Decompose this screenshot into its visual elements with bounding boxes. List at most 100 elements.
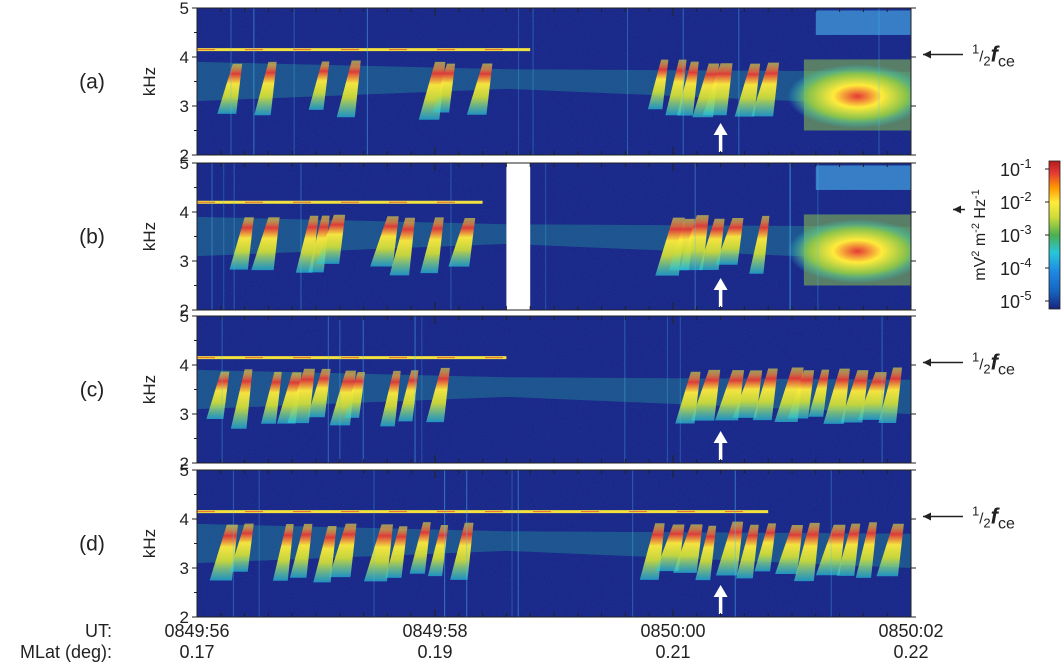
chorus-element [448,218,476,267]
y-axis-label: kHz [140,222,159,251]
ut-tick-label: 0850:00 [640,621,705,641]
colorbar-tick-label: 10-3 [1000,222,1032,246]
chorus-element [857,372,887,420]
chorus-element [206,371,230,420]
chorus-element [426,367,450,423]
chorus-element [363,524,394,582]
chorus-element [647,59,669,110]
chorus-element [409,522,431,574]
chorus-element [876,523,904,577]
chorus-element [329,523,357,578]
mlat-tick-label: 0.21 [655,642,690,662]
chorus-element [260,371,282,424]
panel-b: 2 3 4 5 kHz (b) [79,154,965,320]
chorus-element [775,524,804,575]
chorus-element [380,370,401,427]
chorus-element [272,523,294,581]
panel-label: (c) [80,379,105,402]
fce-annotation: 1/2fce [972,504,1015,533]
colorbar-tick-label: 10-1 [1000,156,1032,180]
y-tick-label: 5 [180,461,189,480]
chorus-element [251,217,280,271]
chorus-element [691,369,721,421]
mlat-tick-label: 0.17 [179,642,214,662]
intense-core [787,219,911,284]
annotation-arrow-head [953,205,961,214]
chorus-element [736,524,759,579]
chorus-element [675,371,701,424]
y-tick-label: 4 [180,510,189,529]
chorus-element [754,523,777,572]
data-gap [506,163,531,310]
y-tick-label: 5 [180,0,189,18]
arrow-head [713,585,728,597]
chorus-element [702,63,733,116]
chorus-element [389,217,416,276]
y-tick-label: 2 [180,608,189,627]
colorbar-tick-label: 10-5 [1000,288,1032,312]
chorus-element [289,523,313,578]
chorus-element [673,524,703,573]
y-tick-label: 3 [180,405,189,424]
chorus-element [836,523,861,576]
upper-band [815,165,911,190]
panel-label: (d) [79,533,105,556]
intense-core [787,64,911,129]
chorus-element [229,217,254,270]
x-axis: UT:MLat (deg): 0849:560.17 0849:580.19 0850… [20,621,944,662]
chorus-element [787,370,815,419]
arrow-head [713,123,728,135]
chorus-element [420,217,444,274]
panel-label: (a) [79,71,105,94]
chorus-element [751,62,780,117]
chorus-element [336,60,361,118]
chorus-element [370,216,399,267]
hiss-band [197,61,911,106]
y-tick-label: 3 [180,559,189,578]
colorbar-scale [1048,160,1061,310]
y-tick-label: 4 [180,203,189,222]
chorus-element [307,368,331,418]
y-tick-label: 2 [180,301,189,320]
panel-c: 2 3 4 5 kHz (c) 1/2fce [80,307,1015,473]
fce-annotation: 1/2fce [972,42,1015,71]
chorus-element [715,218,744,265]
chorus-element [308,61,330,110]
panels-group: 2 3 4 5 kHz (a) 1/2fce 2 3 4 5 kHz (b) 2 3 4 5 kHz (c) 1/2f… [79,0,1015,627]
chorus-element [808,369,830,417]
chorus-element [229,523,254,572]
chorus-element [676,61,699,116]
colorbar: 10-1 10-2 10-3 10-4 10-5 mV2 m-2 Hz-1 [970,156,1061,312]
chorus-element [715,521,744,576]
ut-label: UT: [85,621,112,641]
chorus-element [466,63,493,115]
chorus-element [287,368,315,424]
chorus-element [855,522,878,578]
chorus-element [655,524,685,572]
y-axis-label: kHz [140,529,159,558]
chorus-element [840,370,869,423]
y-axis-label: kHz [140,375,159,404]
chorus-element [815,524,846,576]
chorus-element [793,522,820,582]
mlat-tick-label: 0.19 [417,642,452,662]
background-noise [197,8,911,155]
chorus-element [230,369,253,429]
chorus-element [398,370,419,422]
annotation-arrow-head [923,512,931,521]
chorus-element [316,214,346,264]
y-tick-label: 2 [180,146,189,165]
chorus-element [344,371,366,418]
chorus-element [732,370,763,418]
chorus-element [385,526,408,578]
arrow-head [713,278,728,290]
chorus-element [450,522,474,580]
panel-label: (b) [79,226,105,249]
y-tick-label: 5 [180,154,189,173]
chorus-element [432,63,456,113]
chorus-element [698,218,725,270]
annotation-arrow-head [923,50,931,59]
chorus-element [695,525,717,581]
fce-annotation: 1/2fce [972,350,1015,379]
